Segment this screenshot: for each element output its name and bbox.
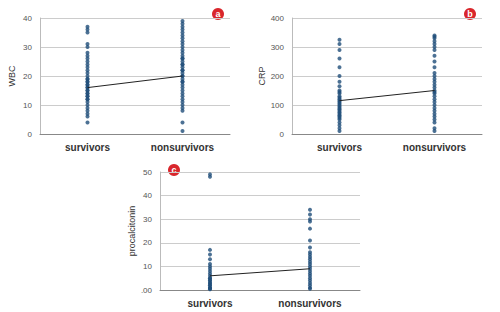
svg-text:40: 40 bbox=[23, 14, 32, 23]
svg-text:400: 400 bbox=[271, 14, 285, 23]
svg-text:30: 30 bbox=[23, 43, 32, 52]
svg-text:survivors: survivors bbox=[317, 142, 362, 153]
svg-text:100: 100 bbox=[271, 101, 285, 110]
svg-text:nonsurvivors: nonsurvivors bbox=[403, 142, 467, 153]
svg-text:0: 0 bbox=[280, 130, 285, 139]
svg-text:20: 20 bbox=[23, 72, 32, 81]
svg-text:0: 0 bbox=[28, 130, 33, 139]
svg-text:10: 10 bbox=[143, 262, 152, 271]
svg-text:WBC: WBC bbox=[7, 65, 17, 86]
svg-text:CRP: CRP bbox=[257, 66, 267, 85]
svg-text:.00: .00 bbox=[141, 286, 153, 295]
svg-text:a: a bbox=[215, 9, 221, 19]
svg-text:10: 10 bbox=[23, 101, 32, 110]
svg-text:40: 40 bbox=[143, 191, 152, 200]
svg-text:300: 300 bbox=[271, 43, 285, 52]
svg-text:50: 50 bbox=[143, 168, 152, 177]
svg-text:30: 30 bbox=[143, 215, 152, 224]
svg-text:c: c bbox=[171, 165, 176, 175]
svg-text:survivors: survivors bbox=[65, 142, 110, 153]
svg-text:nonsurvivors: nonsurvivors bbox=[278, 298, 342, 309]
svg-text:nonsurvivors: nonsurvivors bbox=[151, 142, 215, 153]
svg-text:survivors: survivors bbox=[187, 298, 232, 309]
svg-text:b: b bbox=[467, 9, 473, 19]
svg-text:20: 20 bbox=[143, 238, 152, 247]
svg-text:procalcitonin: procalcitonin bbox=[127, 206, 137, 257]
svg-text:200: 200 bbox=[271, 72, 285, 81]
